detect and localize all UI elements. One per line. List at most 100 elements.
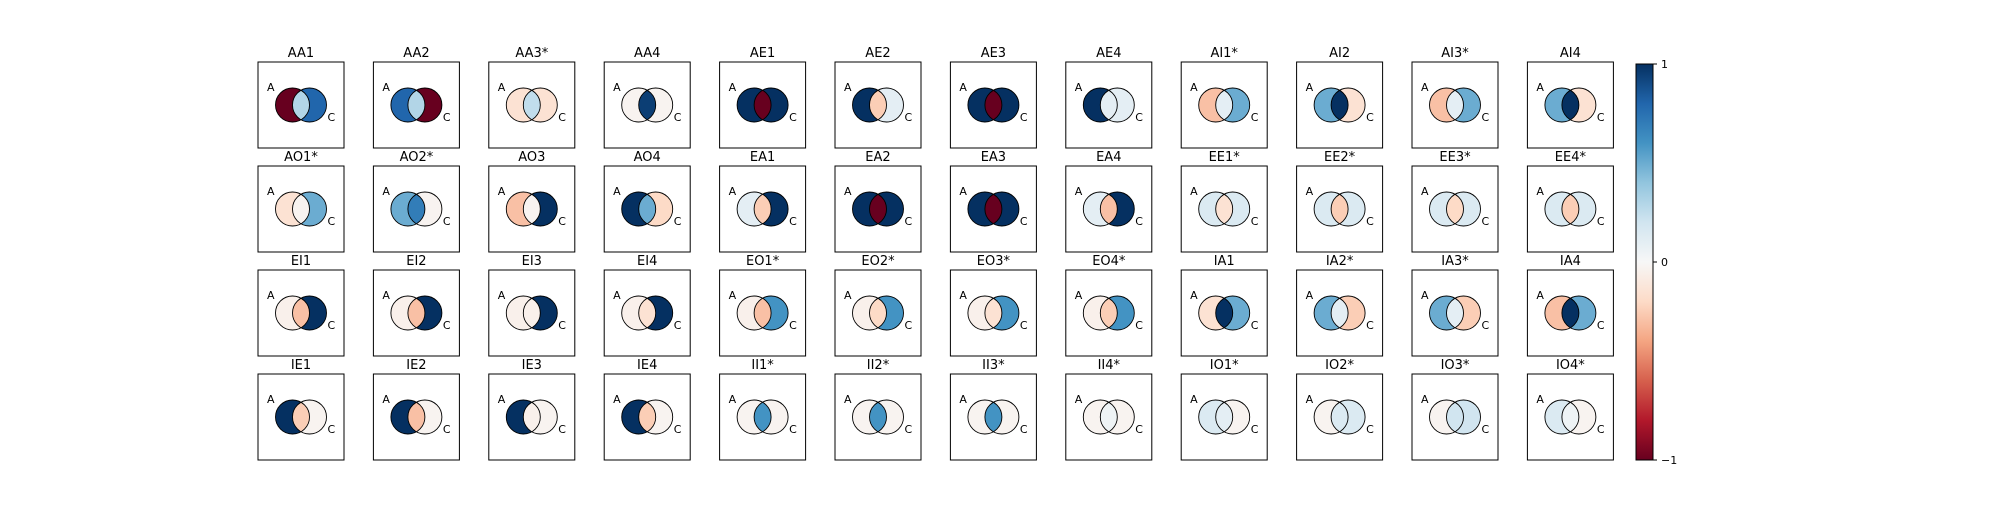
set-label-c: C — [558, 423, 566, 436]
set-label-a: A — [267, 393, 275, 406]
venn-left-outline — [1198, 399, 1234, 435]
venn-right-outline — [753, 295, 789, 331]
venn-left-outline — [967, 295, 1003, 331]
panel-title: AE3 — [981, 46, 1006, 61]
venn-panel: AO4 A C — [603, 150, 691, 253]
venn-left-outline — [852, 87, 887, 123]
venn-panel: AE1 A C — [719, 46, 807, 149]
venn-right-outline — [1330, 399, 1366, 435]
colorbar: 1 0 −1 — [1635, 58, 1677, 467]
venn-left-outline — [1313, 191, 1349, 227]
panel-frame — [488, 165, 576, 253]
venn-panel: IO3* A C — [1411, 358, 1499, 461]
venn-right-outline — [1330, 191, 1366, 227]
set-label-c: C — [1482, 111, 1490, 124]
venn-left-outline — [621, 399, 657, 435]
set-label-a: A — [1536, 185, 1544, 198]
venn-panel: AA3* A C — [488, 46, 576, 149]
panel-title: AI3* — [1441, 46, 1469, 61]
panel-title: AO2* — [400, 150, 434, 165]
panel-title: AA2 — [403, 46, 429, 61]
venn-intersection-region — [638, 88, 656, 122]
set-label-a: A — [729, 185, 737, 198]
set-label-c: C — [1020, 423, 1028, 436]
panel-title: EA4 — [1096, 150, 1121, 165]
set-label-c: C — [1482, 215, 1490, 228]
set-label-c: C — [558, 319, 566, 332]
venn-panel: AA2 A C — [372, 46, 460, 149]
venn-right-outline — [984, 87, 1020, 123]
venn-right-outline — [407, 295, 443, 331]
venn-panel: EA1 A C — [719, 150, 807, 253]
venn-intersection-region — [1561, 88, 1579, 122]
venn-intersection-region — [984, 88, 1002, 122]
set-label-a: A — [959, 81, 967, 94]
venn-right-outline — [869, 87, 904, 123]
set-label-a: A — [613, 393, 621, 406]
venn-left-outline — [505, 399, 541, 435]
venn-left-outline — [1429, 399, 1464, 435]
set-label-a: A — [1421, 393, 1429, 406]
venn-left-outline — [852, 399, 887, 435]
panel-title: AA3* — [515, 46, 548, 61]
venn-intersection-region — [1331, 88, 1349, 122]
venn-intersection-region — [869, 192, 887, 226]
panel-title: IA4 — [1560, 254, 1581, 269]
venn-right-outline — [522, 87, 558, 123]
venn-left-outline — [505, 191, 541, 227]
venn-left-outline — [390, 191, 426, 227]
panel-title: AO3 — [518, 150, 545, 165]
venn-intersection-region — [1215, 296, 1233, 330]
venn-left-outline — [390, 87, 426, 123]
panel-title: EE3* — [1439, 150, 1471, 165]
panel-title: AA1 — [288, 46, 314, 61]
set-label-c: C — [1482, 423, 1490, 436]
venn-right-outline — [522, 191, 558, 227]
venn-panel: EA4 A C — [1065, 150, 1153, 253]
venn-right-outline — [638, 399, 674, 435]
venn-left-outline — [736, 87, 772, 123]
set-label-a: A — [1536, 289, 1544, 302]
panel-title: IE4 — [637, 358, 657, 373]
venn-intersection-region — [1331, 400, 1349, 434]
venn-left-outline — [1082, 87, 1118, 123]
set-label-c: C — [1251, 423, 1259, 436]
venn-panel: II2* A C — [834, 358, 922, 461]
panel-title: AO4 — [634, 150, 661, 165]
venn-intersection-region — [523, 296, 541, 330]
set-label-a: A — [1075, 81, 1083, 94]
panel-title: EA1 — [750, 150, 775, 165]
set-label-a: A — [844, 393, 852, 406]
venn-left-outline — [1429, 87, 1464, 123]
set-label-c: C — [905, 215, 913, 228]
set-label-c: C — [789, 215, 797, 228]
venn-intersection-region — [407, 192, 425, 226]
venn-intersection-region — [984, 192, 1002, 226]
set-label-a: A — [382, 81, 390, 94]
venn-right-outline — [292, 295, 327, 331]
venn-intersection-region — [1561, 400, 1579, 434]
set-label-a: A — [1075, 393, 1083, 406]
venn-left-outline — [1198, 191, 1234, 227]
panel-title: EI2 — [406, 254, 426, 269]
venn-right-outline — [1561, 191, 1597, 227]
venn-intersection-region — [523, 88, 541, 122]
set-label-a: A — [844, 185, 852, 198]
venn-panel: AO1* A C — [257, 150, 345, 253]
set-label-c: C — [558, 215, 566, 228]
venn-left-outline — [275, 295, 310, 331]
venn-right-outline — [1446, 191, 1481, 227]
set-label-a: A — [1190, 81, 1198, 94]
venn-left-outline — [1544, 87, 1580, 123]
set-label-a: A — [267, 81, 275, 94]
set-label-a: A — [1190, 393, 1198, 406]
venn-panel: AI2 A C — [1296, 46, 1384, 149]
venn-intersection-region — [1215, 88, 1233, 122]
set-label-a: A — [959, 289, 967, 302]
venn-right-outline — [292, 87, 327, 123]
venn-intersection-region — [1561, 296, 1579, 330]
set-label-a: A — [1421, 289, 1429, 302]
venn-intersection-region — [754, 400, 772, 434]
venn-intersection-region — [292, 88, 310, 122]
panel-title: AE2 — [865, 46, 890, 61]
